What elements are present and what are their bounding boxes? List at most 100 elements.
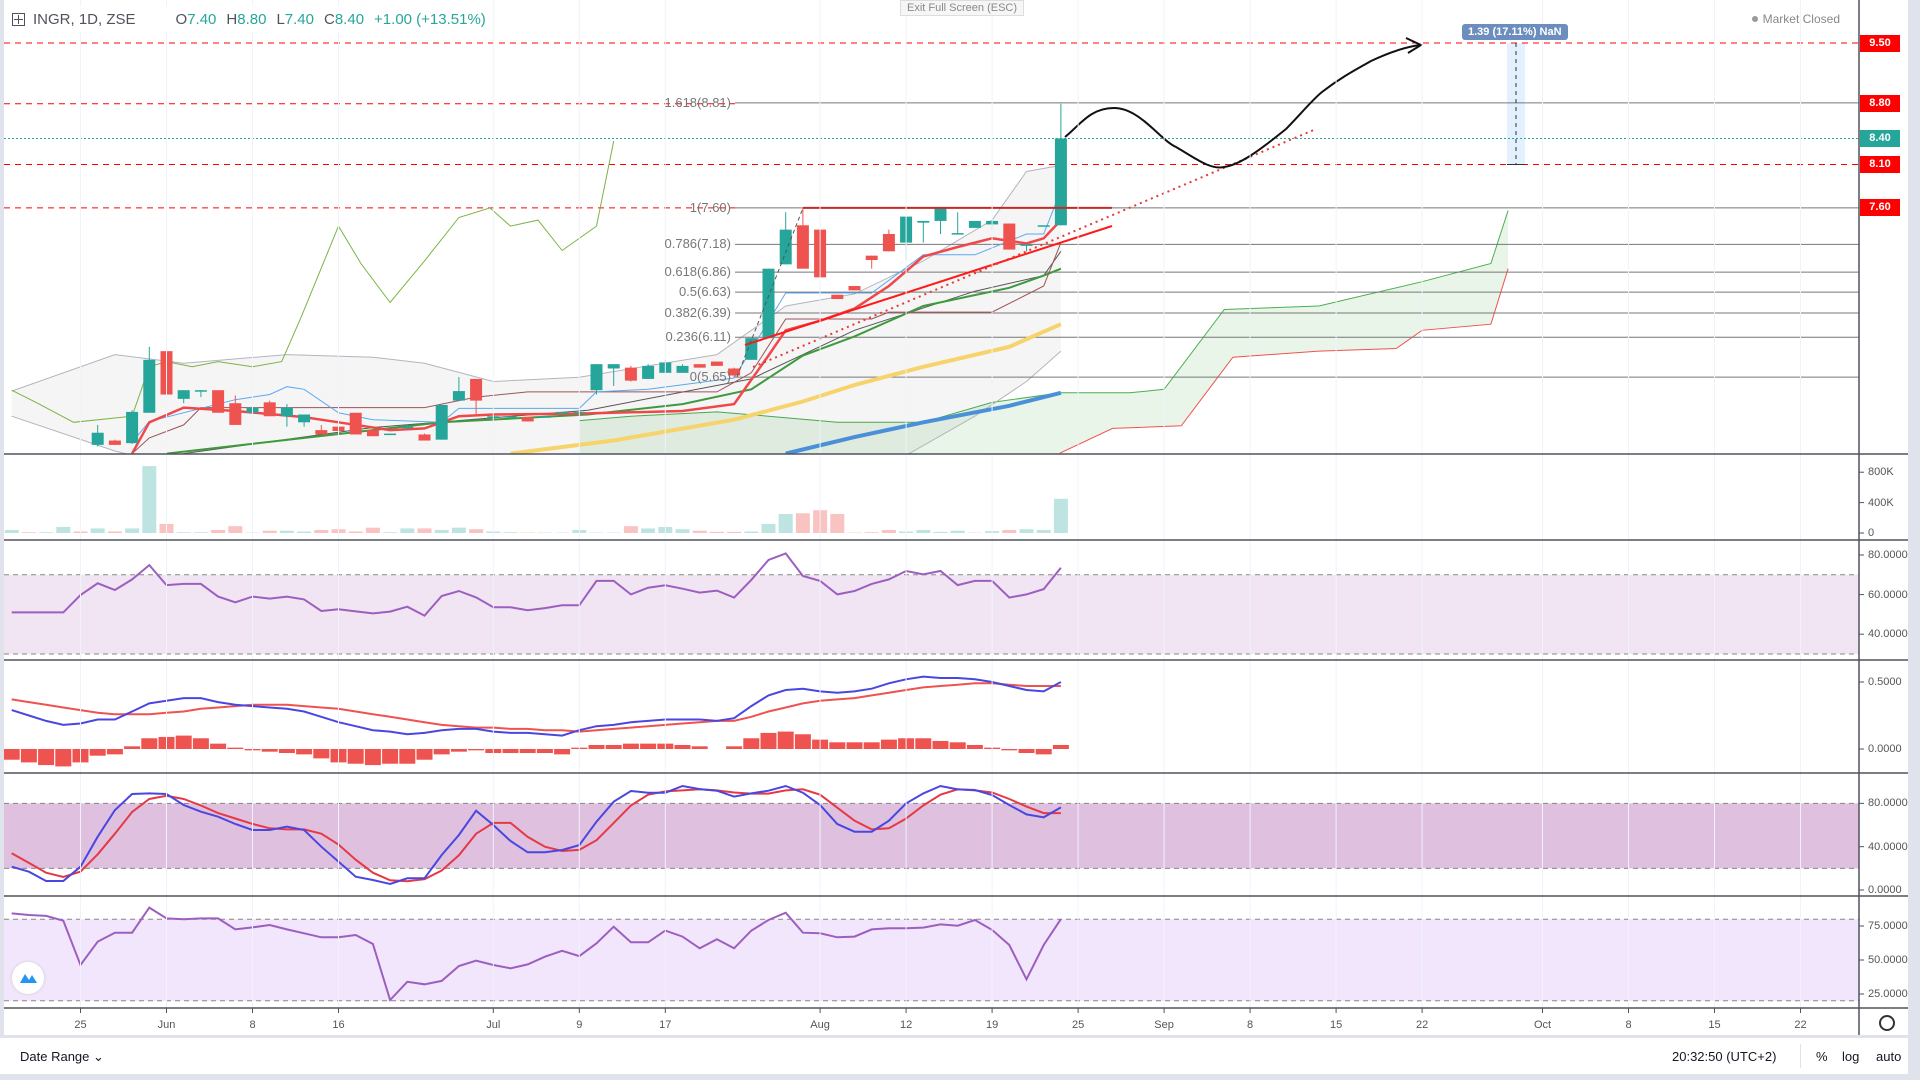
macd-histogram-bar bbox=[794, 734, 811, 749]
candle bbox=[1037, 225, 1050, 227]
candle-body bbox=[1054, 138, 1067, 226]
candle bbox=[968, 220, 981, 228]
expand-icon[interactable] bbox=[12, 12, 25, 26]
fib-level-label: 1(7.60) bbox=[689, 199, 731, 215]
stoch-axis-label: 80.0000 bbox=[1868, 797, 1908, 810]
candle bbox=[521, 417, 534, 422]
candle bbox=[418, 433, 431, 441]
candle-body bbox=[349, 412, 362, 435]
exit-fullscreen-tooltip[interactable]: Exit Full Screen (ESC) bbox=[900, 0, 1025, 16]
macd-histogram-bar bbox=[519, 749, 536, 754]
macd-histogram-bar bbox=[743, 738, 760, 749]
close-value: 8.40 bbox=[334, 10, 365, 28]
settings-gear-icon[interactable] bbox=[1879, 1015, 1895, 1031]
candle bbox=[263, 400, 276, 417]
macd-histogram-bar bbox=[1035, 749, 1052, 755]
rsi-line bbox=[11, 552, 1062, 617]
time-axis-label: 8 bbox=[249, 1019, 256, 1031]
candle bbox=[91, 424, 104, 447]
volume-bar bbox=[297, 531, 312, 533]
candle bbox=[865, 255, 878, 269]
price-tag: 8.40 bbox=[1860, 129, 1900, 147]
rsi-band bbox=[4, 574, 1859, 654]
main-pane bbox=[4, 37, 1859, 454]
candle bbox=[212, 390, 225, 413]
volume-bar bbox=[125, 528, 140, 533]
log-scale-toggle[interactable]: log bbox=[1842, 1049, 1860, 1064]
macd-histogram-bar bbox=[4, 749, 20, 760]
candle bbox=[538, 416, 551, 418]
close-label: C bbox=[324, 10, 335, 28]
volume-bar bbox=[56, 526, 71, 533]
volume-bar bbox=[176, 532, 191, 533]
macd-histogram-bar bbox=[674, 744, 691, 749]
candle-body bbox=[624, 367, 637, 381]
volume-bar bbox=[417, 528, 432, 533]
time-axis-label: Jun bbox=[157, 1019, 176, 1031]
osc-axis-label: 75.0000 bbox=[1868, 920, 1908, 932]
candle bbox=[556, 411, 569, 414]
time-axis-label: 25 bbox=[74, 1019, 87, 1031]
arrowhead-icon bbox=[1405, 37, 1424, 54]
osc-pane bbox=[4, 906, 1859, 1002]
volume-bar bbox=[142, 466, 157, 533]
volume-axis-label: 800K bbox=[1868, 466, 1894, 479]
candle-body bbox=[934, 207, 947, 221]
macd-histogram-bar bbox=[192, 738, 209, 749]
volume-bar bbox=[469, 529, 484, 533]
volume-bar bbox=[1002, 529, 1017, 533]
candle-body bbox=[194, 390, 207, 392]
candle-body bbox=[280, 407, 293, 417]
candle bbox=[917, 220, 930, 243]
fib-level-label: 0.618(6.86) bbox=[664, 264, 732, 280]
candle-body bbox=[91, 432, 104, 445]
candle-body bbox=[452, 391, 465, 401]
candle-body bbox=[590, 364, 603, 391]
candle-body bbox=[384, 433, 397, 436]
macd-axis-label: 0.5000 bbox=[1868, 676, 1902, 688]
macd-histogram-bar bbox=[106, 749, 123, 755]
candle bbox=[280, 404, 293, 427]
candle-body bbox=[831, 294, 844, 300]
candle bbox=[693, 364, 706, 368]
candle-body bbox=[642, 365, 655, 379]
auto-scale-toggle[interactable]: auto bbox=[1876, 1049, 1902, 1064]
time-axis-label: 22 bbox=[1415, 1019, 1429, 1031]
price-tag: 8.80 bbox=[1860, 95, 1900, 113]
macd-histogram-bar bbox=[433, 749, 450, 755]
volume-bar bbox=[90, 528, 105, 533]
ma-blue-line bbox=[785, 390, 1062, 454]
candle bbox=[384, 433, 397, 436]
percent-scale-toggle[interactable]: % bbox=[1816, 1049, 1828, 1064]
candle-body bbox=[556, 411, 569, 414]
candle-body bbox=[143, 359, 156, 413]
candle bbox=[728, 367, 741, 378]
time-axis-label: 9 bbox=[576, 1019, 583, 1031]
symbol-selector[interactable]: INGR, 1D, ZSE bbox=[33, 10, 136, 28]
date-range-button[interactable]: Date Range ⌄ bbox=[20, 1049, 104, 1065]
candle bbox=[676, 364, 689, 373]
volume-bar bbox=[107, 531, 122, 533]
volume-axis-label: 400K bbox=[1868, 496, 1894, 509]
macd-histogram-bar bbox=[932, 740, 949, 749]
candle-body bbox=[951, 233, 964, 235]
rsi-pane bbox=[4, 552, 1859, 655]
candle-body bbox=[126, 411, 139, 444]
stoch-pane bbox=[4, 784, 1859, 886]
tradingview-logo-icon[interactable] bbox=[12, 962, 44, 994]
market-status: Market Closed bbox=[1752, 12, 1840, 26]
candle bbox=[779, 212, 792, 265]
macd-histogram-bar bbox=[863, 742, 880, 749]
candle bbox=[590, 364, 603, 395]
volume-bar bbox=[795, 513, 810, 533]
macd-histogram-bar bbox=[416, 749, 433, 760]
rsi-axis-label: 80.0000 bbox=[1868, 549, 1908, 561]
volume-bar bbox=[211, 529, 226, 533]
volume-bar bbox=[830, 514, 845, 533]
volume-bar bbox=[692, 530, 707, 533]
oscillator-line bbox=[11, 906, 1062, 1002]
kijun-line bbox=[131, 242, 1062, 454]
candle-body bbox=[676, 365, 689, 373]
